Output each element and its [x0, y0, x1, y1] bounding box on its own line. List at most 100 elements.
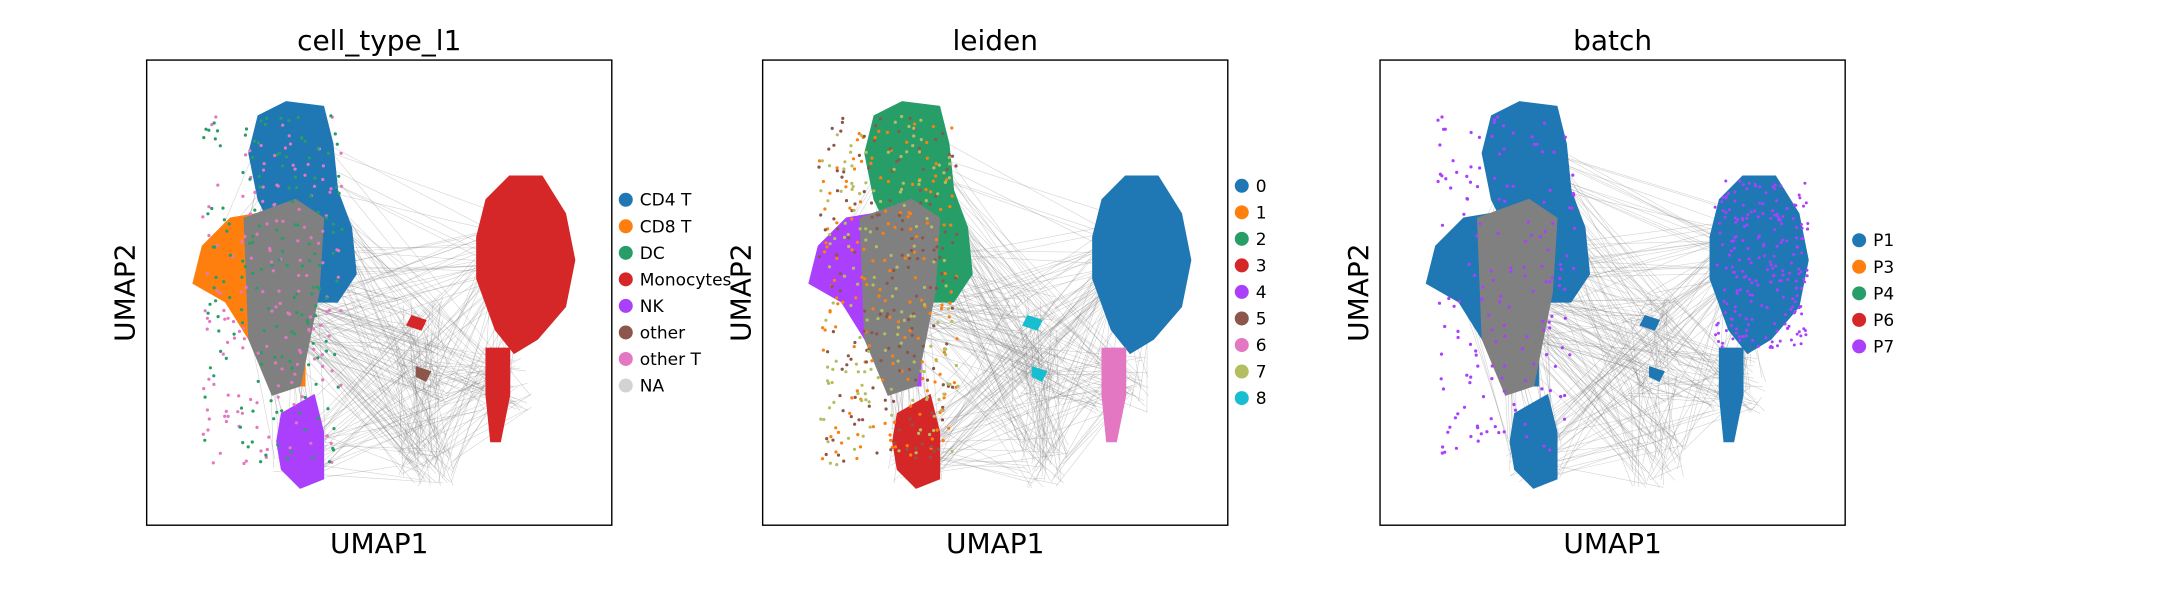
point: [829, 435, 832, 438]
point: [822, 180, 825, 183]
point: [914, 457, 917, 460]
point: [1469, 181, 1472, 184]
point: [1804, 329, 1807, 332]
point: [1491, 364, 1494, 367]
point: [1440, 353, 1443, 356]
point: [1716, 264, 1719, 267]
point: [1714, 333, 1717, 336]
point: [889, 448, 892, 451]
point: [255, 426, 258, 429]
point: [826, 440, 829, 443]
point: [824, 228, 827, 231]
point: [1452, 159, 1455, 162]
point: [287, 119, 290, 122]
legend-label: Monocytes: [640, 270, 732, 290]
point: [1788, 325, 1791, 328]
point: [280, 409, 283, 412]
point: [831, 439, 834, 442]
point: [290, 450, 293, 453]
point: [868, 344, 871, 347]
point: [273, 356, 276, 359]
point: [298, 412, 301, 415]
point: [933, 450, 936, 453]
point: [1493, 118, 1496, 121]
point: [223, 318, 226, 321]
point: [841, 117, 844, 120]
point: [321, 353, 324, 356]
point: [1549, 389, 1552, 392]
point: [209, 366, 212, 369]
point: [913, 315, 916, 318]
point: [844, 370, 847, 373]
point: [926, 379, 929, 382]
point: [1539, 235, 1542, 238]
point: [1773, 187, 1776, 190]
point: [891, 276, 894, 279]
point: [948, 205, 951, 208]
point: [210, 207, 213, 210]
point: [277, 396, 280, 399]
point: [312, 286, 315, 289]
point: [293, 332, 296, 335]
point: [207, 129, 210, 132]
point: [1444, 177, 1447, 180]
point: [819, 213, 822, 216]
graph-edge: [1023, 466, 1043, 487]
point: [289, 446, 292, 449]
point: [919, 428, 922, 431]
point: [940, 307, 943, 310]
point: [883, 259, 886, 262]
point: [1798, 330, 1801, 333]
point: [1795, 280, 1798, 283]
point: [877, 130, 880, 133]
point: [900, 228, 903, 231]
point: [873, 139, 876, 142]
point: [337, 386, 340, 389]
point: [902, 182, 905, 185]
point: [260, 351, 263, 354]
point: [1793, 311, 1796, 314]
point: [1730, 249, 1733, 252]
point: [1738, 258, 1741, 261]
point: [1496, 232, 1499, 235]
legend-marker: [1235, 365, 1249, 379]
point: [312, 456, 315, 459]
point: [1563, 288, 1566, 291]
point: [1728, 254, 1731, 257]
legend-marker: [619, 219, 633, 233]
point: [940, 409, 943, 412]
point: [1548, 326, 1551, 329]
point: [834, 325, 837, 328]
point: [942, 393, 945, 396]
point: [1760, 304, 1763, 307]
point: [943, 396, 946, 399]
point: [240, 308, 243, 311]
legend-label: P6: [1873, 311, 1894, 331]
point: [251, 440, 254, 443]
point: [932, 429, 935, 432]
point: [1475, 234, 1478, 237]
point: [204, 309, 207, 312]
point: [216, 184, 219, 187]
point: [884, 299, 887, 302]
point: [1734, 200, 1737, 203]
point: [909, 405, 912, 408]
point: [933, 380, 936, 383]
point: [879, 176, 882, 179]
point: [915, 225, 918, 228]
point: [906, 351, 909, 354]
point: [1746, 290, 1749, 293]
point: [1734, 221, 1737, 224]
point: [1722, 209, 1725, 212]
chart-title: cell_type_l1: [297, 24, 461, 57]
point: [897, 130, 900, 133]
point: [321, 178, 324, 181]
legend-label: 7: [1256, 363, 1267, 383]
point: [1526, 335, 1529, 338]
point: [241, 171, 244, 174]
point: [901, 254, 904, 257]
point: [1726, 302, 1729, 305]
point: [296, 223, 299, 226]
point: [850, 164, 853, 167]
point: [285, 155, 288, 158]
